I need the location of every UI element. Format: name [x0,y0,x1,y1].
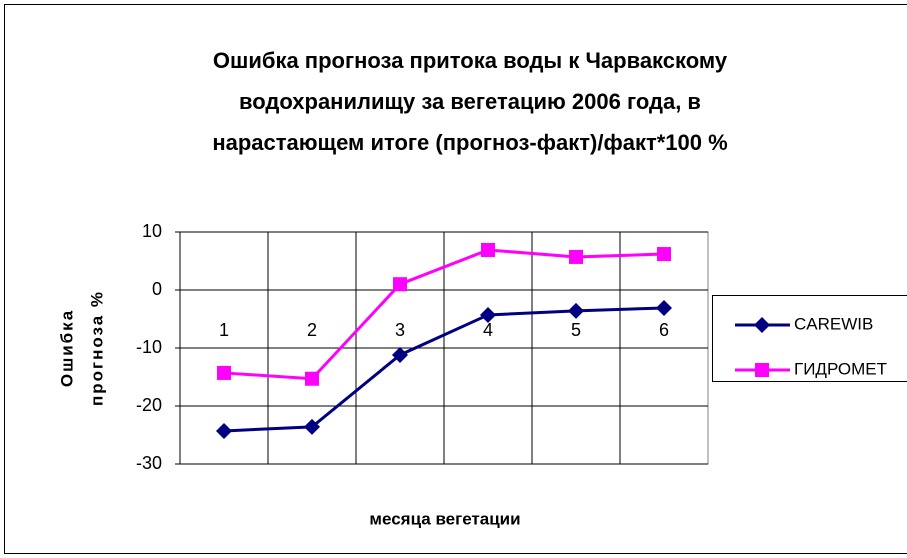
marker [216,422,232,439]
chart-title: водохранилищу за вегетацию 2006 года, в [239,89,701,114]
marker [754,317,770,333]
chart-title: нарастающем итоге (прогноз-факт)/факт*10… [212,130,727,155]
y-tick-label: -10 [136,337,162,357]
y-tick-label: 0 [152,279,162,299]
x-axis-title: месяца вегетации [369,509,520,528]
marker [569,249,583,264]
x-tick-label: 5 [571,320,581,340]
marker [305,371,319,386]
marker [217,365,231,380]
marker [755,363,769,377]
marker [392,346,408,363]
y-tick-label: -20 [136,395,162,415]
x-tick-label: 1 [219,320,229,340]
legend-box [712,295,907,382]
x-tick-label: 2 [307,320,317,340]
y-tick-label: 10 [142,221,162,241]
y-axis-title: Ошибка [57,309,76,387]
legend-label: ГИДРОМЕТ [794,359,887,378]
series-line [223,248,665,381]
marker [481,242,495,257]
marker [393,277,407,292]
marker [304,418,320,435]
x-tick-label: 3 [395,320,405,340]
series-line [223,306,665,433]
x-tick-label: 4 [483,320,493,340]
chart-title: Ошибка прогноза притока воды к Чарвакско… [213,48,728,73]
marker [657,247,671,262]
marker [568,302,584,319]
x-tick-label: 6 [659,320,669,340]
marker [480,306,496,323]
y-tick-label: -30 [136,453,162,473]
legend-label: CAREWIB [794,314,873,333]
y-axis-title: прогноза % [87,290,106,406]
marker [656,299,672,316]
